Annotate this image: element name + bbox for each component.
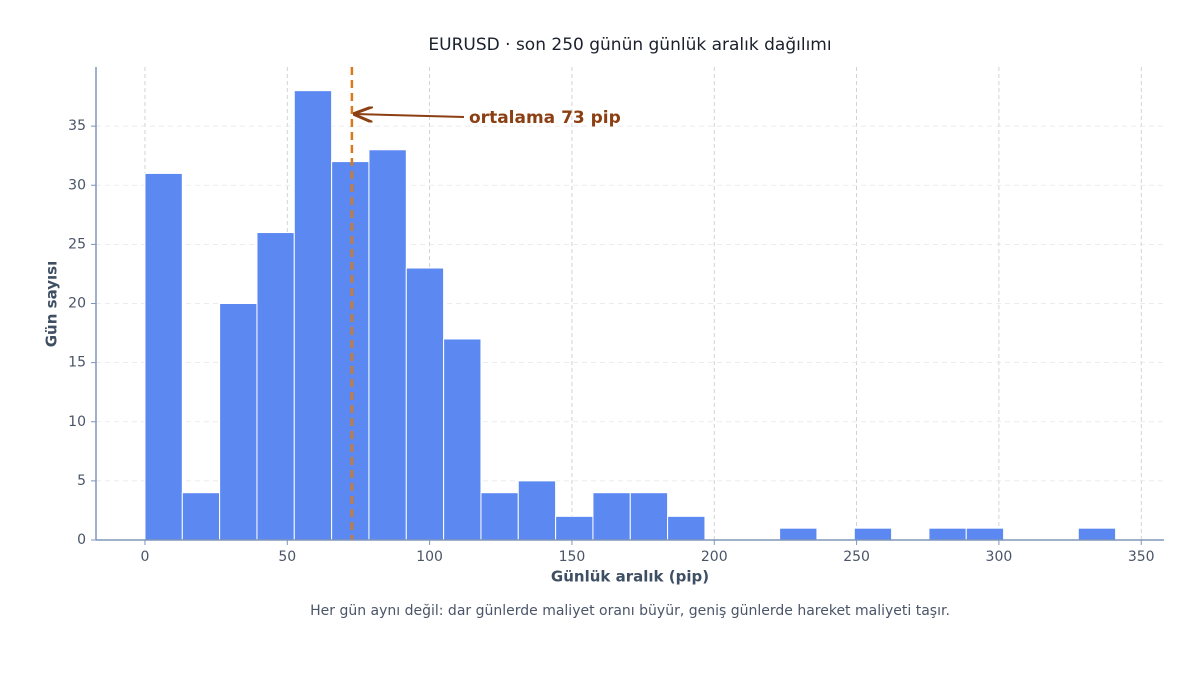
- y-tick-label: 0: [77, 532, 86, 548]
- bar: [219, 303, 258, 541]
- y-tick-label: 20: [68, 296, 86, 312]
- y-tick-label: 15: [68, 355, 86, 371]
- overlay: ortalama 73 pip: [350, 67, 621, 540]
- bar: [667, 515, 706, 541]
- x-tick-label: 0: [140, 549, 149, 565]
- y-tick-label: 35: [68, 118, 86, 134]
- bars: [144, 90, 1117, 541]
- x-tick-label: 300: [986, 549, 1013, 565]
- x-axis-label: Günlük aralık (pip): [551, 568, 709, 586]
- bar: [331, 161, 370, 541]
- y-tick-label: 5: [77, 473, 86, 489]
- bar: [405, 267, 445, 541]
- y-tick-label: 30: [68, 177, 86, 193]
- bar: [1077, 527, 1117, 541]
- bar: [368, 149, 407, 541]
- chart-title: EURUSD · son 250 günün günlük aralık dağ…: [428, 35, 831, 55]
- bar: [592, 492, 631, 541]
- y-tick-label: 10: [68, 414, 86, 430]
- x-tick-label: 150: [559, 549, 586, 565]
- mean-annotation: ortalama 73 pip: [469, 108, 621, 128]
- grid: 0 50 100 150 200 250 300 350 0 5 10 15 20 25 30 35: [68, 67, 1164, 565]
- x-tick-label: 250: [843, 549, 870, 565]
- caption: Her gün aynı değil: dar günlerde maliyet…: [310, 603, 950, 619]
- bar: [853, 527, 893, 541]
- bar: [629, 492, 669, 541]
- bar: [443, 338, 482, 541]
- bar: [256, 232, 295, 541]
- annotation-arrow: [355, 114, 465, 117]
- x-tick-label: 350: [1128, 549, 1155, 565]
- y-tick-label: 25: [68, 236, 86, 252]
- bar: [144, 172, 183, 541]
- x-tick-label: 100: [416, 549, 443, 565]
- bar: [293, 90, 333, 541]
- bar: [517, 480, 557, 541]
- bar: [555, 515, 594, 541]
- bar: [480, 492, 519, 541]
- x-tick-label: 50: [278, 549, 296, 565]
- bar: [181, 492, 221, 541]
- bar: [779, 527, 818, 541]
- bar: [928, 527, 967, 541]
- y-axis-label: Gün sayısı: [43, 261, 61, 347]
- bar: [965, 527, 1005, 541]
- x-tick-label: 200: [701, 549, 728, 565]
